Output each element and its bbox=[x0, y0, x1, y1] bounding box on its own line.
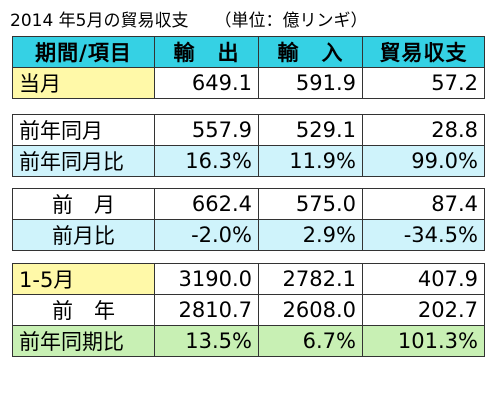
cell-imports: 2.9% bbox=[258, 219, 363, 251]
header-period: 期間/項目 bbox=[12, 36, 155, 68]
row-label: 前 月 bbox=[12, 188, 155, 220]
cell-balance: -34.5% bbox=[362, 219, 485, 251]
row-label: 前年同期比 bbox=[12, 325, 155, 357]
table-row: 前 月 662.4 575.0 87.4 bbox=[12, 188, 485, 220]
cell-exports: 662.4 bbox=[154, 188, 259, 220]
header-row: 期間/項目 輸 出 輸 入 貿易収支 bbox=[12, 36, 485, 68]
header-exports: 輸 出 bbox=[154, 36, 259, 68]
unit-label: （単位：億リンギ） bbox=[214, 11, 368, 31]
cell-balance: 101.3% bbox=[362, 325, 485, 357]
cell-balance: 57.2 bbox=[362, 67, 485, 99]
table-row: 当月 649.1 591.9 57.2 bbox=[12, 67, 485, 99]
table-block-current: 期間/項目 輸 出 輸 入 貿易収支 当月 649.1 591.9 57.2 bbox=[12, 36, 485, 99]
cell-balance: 202.7 bbox=[362, 294, 485, 326]
table-row: 前月比 -2.0% 2.9% -34.5% bbox=[12, 219, 485, 251]
header-imports: 輸 入 bbox=[258, 36, 363, 68]
table-block-mom: 前 月 662.4 575.0 87.4 前月比 -2.0% 2.9% -34.… bbox=[12, 188, 485, 251]
cell-exports: 557.9 bbox=[154, 114, 259, 146]
cell-exports: 3190.0 bbox=[154, 263, 259, 295]
table-row: 前 年 2810.7 2608.0 202.7 bbox=[12, 294, 485, 326]
cell-exports: 2810.7 bbox=[154, 294, 259, 326]
row-label: 前年同月比 bbox=[12, 145, 155, 177]
cell-balance: 87.4 bbox=[362, 188, 485, 220]
cell-balance: 28.8 bbox=[362, 114, 485, 146]
header-balance: 貿易収支 bbox=[362, 36, 485, 68]
table-block-yoy: 前年同月 557.9 529.1 28.8 前年同月比 16.3% 11.9% … bbox=[12, 114, 485, 177]
table-row: 前年同期比 13.5% 6.7% 101.3% bbox=[12, 325, 485, 357]
cell-imports: 6.7% bbox=[258, 325, 363, 357]
page-title: 2014 年5月の貿易収支 （単位：億リンギ） bbox=[10, 6, 367, 31]
cell-exports: 16.3% bbox=[154, 145, 259, 177]
row-label: 前月比 bbox=[12, 219, 155, 251]
row-label: 前 年 bbox=[12, 294, 155, 326]
row-label: 1-5月 bbox=[12, 263, 155, 295]
table-row: 1-5月 3190.0 2782.1 407.9 bbox=[12, 263, 485, 295]
cell-imports: 11.9% bbox=[258, 145, 363, 177]
row-label: 前年同月 bbox=[12, 114, 155, 146]
cell-imports: 2782.1 bbox=[258, 263, 363, 295]
cell-balance: 407.9 bbox=[362, 263, 485, 295]
cell-imports: 591.9 bbox=[258, 67, 363, 99]
title-text: 2014 年5月の貿易収支 bbox=[10, 11, 189, 31]
table-row: 前年同月 557.9 529.1 28.8 bbox=[12, 114, 485, 146]
cell-balance: 99.0% bbox=[362, 145, 485, 177]
table-row: 前年同月比 16.3% 11.9% 99.0% bbox=[12, 145, 485, 177]
cell-exports: 649.1 bbox=[154, 67, 259, 99]
cell-imports: 2608.0 bbox=[258, 294, 363, 326]
row-label: 当月 bbox=[12, 67, 155, 99]
cell-exports: -2.0% bbox=[154, 219, 259, 251]
table-block-ytd: 1-5月 3190.0 2782.1 407.9 前 年 2810.7 2608… bbox=[12, 263, 485, 357]
cell-imports: 575.0 bbox=[258, 188, 363, 220]
cell-imports: 529.1 bbox=[258, 114, 363, 146]
cell-exports: 13.5% bbox=[154, 325, 259, 357]
